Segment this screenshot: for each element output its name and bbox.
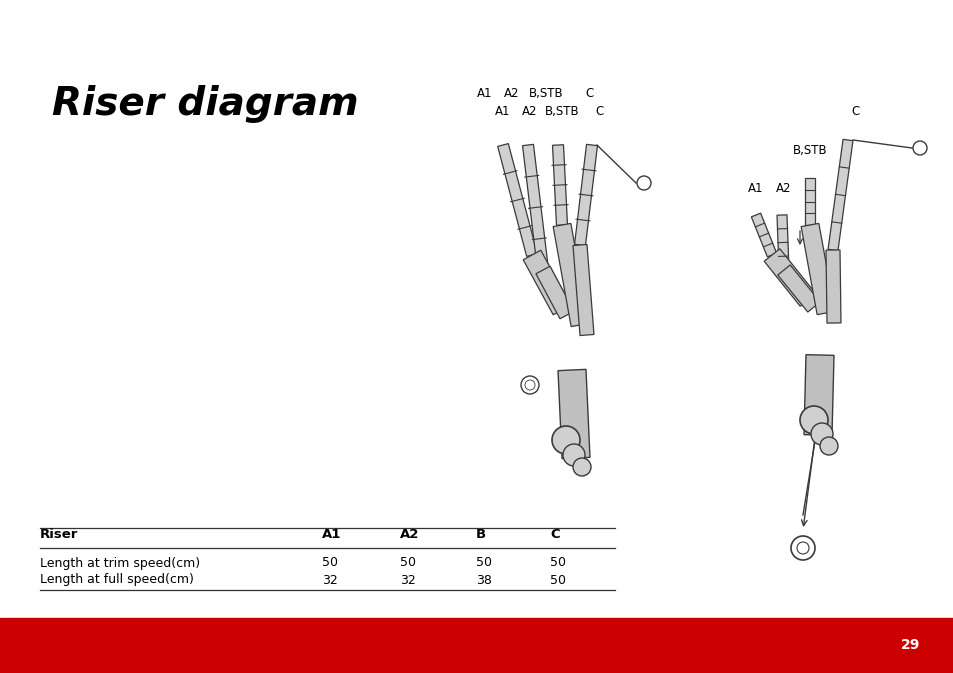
Text: C: C [550, 528, 559, 542]
Circle shape [524, 380, 535, 390]
Text: A1: A1 [476, 87, 492, 100]
Circle shape [790, 536, 814, 560]
Text: 50: 50 [399, 557, 416, 569]
Polygon shape [751, 213, 776, 257]
Text: A2: A2 [521, 105, 537, 118]
Text: 50: 50 [550, 573, 565, 586]
Polygon shape [552, 145, 567, 225]
Polygon shape [801, 223, 834, 314]
Text: C: C [596, 105, 603, 118]
Polygon shape [776, 215, 788, 270]
Bar [0, 618, 953, 673]
Circle shape [800, 406, 827, 434]
Text: A2: A2 [399, 528, 419, 542]
Polygon shape [497, 143, 537, 256]
Circle shape [562, 444, 584, 466]
Circle shape [796, 542, 808, 554]
Text: C: C [851, 105, 860, 118]
Polygon shape [522, 144, 548, 271]
Circle shape [637, 176, 650, 190]
Text: B,STB: B,STB [544, 105, 578, 118]
Circle shape [820, 437, 837, 455]
Text: B,STB: B,STB [528, 87, 562, 100]
Polygon shape [777, 265, 820, 312]
Text: 50: 50 [550, 557, 565, 569]
Polygon shape [522, 250, 570, 315]
Circle shape [573, 458, 590, 476]
Text: B,STB: B,STB [792, 144, 826, 157]
Text: 32: 32 [322, 573, 337, 586]
Text: 38: 38 [476, 573, 492, 586]
Text: A2: A2 [776, 182, 791, 195]
Text: Length at full speed(cm): Length at full speed(cm) [40, 573, 193, 586]
Text: 29: 29 [901, 639, 920, 652]
Text: 50: 50 [476, 557, 492, 569]
Polygon shape [827, 139, 852, 250]
Polygon shape [803, 355, 833, 435]
Text: 32: 32 [399, 573, 416, 586]
Circle shape [810, 423, 832, 445]
Polygon shape [536, 267, 574, 319]
Text: Length at trim speed(cm): Length at trim speed(cm) [40, 557, 200, 569]
Text: C: C [585, 87, 593, 100]
Text: Riser diagram: Riser diagram [52, 85, 358, 123]
Circle shape [520, 376, 538, 394]
Polygon shape [763, 249, 815, 306]
Circle shape [552, 426, 579, 454]
Polygon shape [804, 178, 814, 225]
Text: B: B [476, 528, 486, 542]
Text: A1: A1 [322, 528, 341, 542]
Circle shape [912, 141, 926, 155]
Text: A2: A2 [503, 87, 518, 100]
Polygon shape [553, 223, 588, 326]
Text: Riser: Riser [40, 528, 78, 542]
Text: A1: A1 [495, 105, 510, 118]
Polygon shape [558, 369, 589, 458]
Text: 50: 50 [322, 557, 337, 569]
Text: A1: A1 [747, 182, 763, 195]
Polygon shape [825, 250, 841, 323]
Polygon shape [573, 244, 594, 336]
Polygon shape [574, 144, 597, 246]
